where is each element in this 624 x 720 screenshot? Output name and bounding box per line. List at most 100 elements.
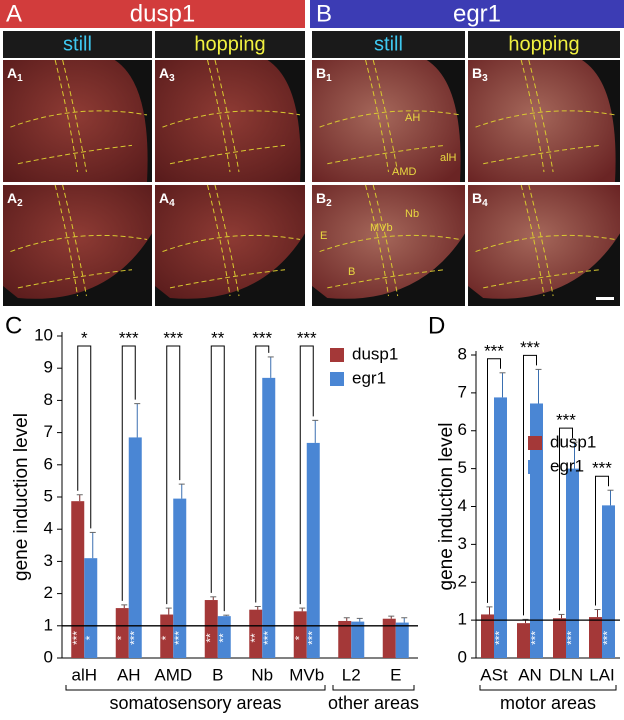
column-label: still [374,33,403,55]
bar-star-label: * [292,635,306,640]
region-outline [475,110,616,165]
bar [338,620,352,658]
image-label-sub: 2 [17,198,23,209]
bar [553,618,566,658]
image-label-main: A [159,65,169,81]
significance-bracket [77,345,92,529]
y-tick-label: 3 [458,534,467,553]
bar [395,622,409,658]
bar-star-label: ** [203,633,217,643]
y-tick-label: 1 [44,615,53,634]
x-tick-label: MVb [289,665,324,684]
panel-letter: D [428,312,445,339]
tissue [155,185,305,299]
bar-star-label: *** [565,631,579,645]
y-tick-label: 3 [44,551,53,570]
image-label-sub: 2 [326,198,332,209]
tissue [3,185,152,299]
bar [217,616,231,658]
x-tick-label: AMD [154,665,192,684]
image-label-sub: 3 [169,73,175,84]
y-tick-label: 0 [44,647,53,666]
significance-bracket [121,345,136,601]
bar [517,623,530,658]
significance-bracket [523,354,537,616]
significance-label: *** [484,341,504,360]
significance-bracket [255,345,270,603]
panel-title: egr1 [453,0,501,27]
significance-label: *** [520,338,540,357]
bar [204,600,218,658]
legend-swatch [330,348,344,362]
y-tick-label: 6 [458,420,467,439]
y-tick-label: 8 [44,390,53,409]
bar [481,614,494,658]
significance-bracket [166,345,181,605]
region-annotation: Nb [405,208,419,220]
image-label-main: B [472,65,482,81]
significance-bracket [559,427,573,611]
image-label-sub: 1 [17,73,23,84]
bar [173,498,187,658]
bar [262,377,276,658]
image-label-sub: 4 [482,198,488,209]
x-tick-label: B [212,665,223,684]
region-outline [520,59,554,173]
bar-star-label: *** [305,631,319,645]
column-header [155,31,305,58]
panel-header [310,0,624,28]
y-tick-label: 5 [44,486,53,505]
significance-bracket [595,475,609,606]
bar-star-label: * [159,635,173,640]
significance-label: *** [252,328,272,347]
image-label-main: A [7,190,17,206]
region-outline [162,234,301,289]
bar-star-label: *** [70,631,84,645]
bar-star-label: *** [601,631,615,645]
image-label: A4 [159,190,175,209]
bar [382,618,396,658]
image-label: A3 [159,65,175,84]
legend-label: dusp1 [550,432,596,451]
significance-label: * [81,328,88,347]
y-tick-label: 10 [34,325,53,344]
region-outline [54,184,87,297]
legend-label: dusp1 [352,344,398,363]
region-annotation: AH [405,112,420,124]
bar [306,442,320,658]
significance-bracket [210,345,225,612]
y-tick-label: 4 [44,519,53,538]
y-tick-label: 0 [458,647,467,666]
significance-label: *** [163,328,183,347]
tissue [312,185,465,299]
region-outline [365,59,399,173]
bar [71,501,85,658]
region-outline [319,110,461,165]
significance-label: *** [297,328,317,347]
column-header [3,31,152,58]
region-outline [475,234,616,289]
column-label: hopping [194,33,265,55]
bar [351,621,365,658]
region-annotation: alH [440,152,457,164]
region-outline [162,110,301,165]
image-label: B2 [316,190,332,209]
bar [115,608,129,658]
region-outline [54,59,87,173]
tissue [3,60,148,182]
group-bracket [332,685,415,691]
bar [494,397,507,658]
bar [566,468,579,658]
image-label-main: A [159,190,169,206]
panel-letter: A [6,0,22,27]
image-label-sub: 1 [326,73,332,84]
x-tick-label: L2 [342,665,361,684]
legend-label: egr1 [550,456,584,475]
region-outline [10,234,148,289]
x-tick-label: AH [117,665,141,684]
bar-star-label: ** [216,633,230,643]
region-outline [207,184,240,297]
region-annotation: MVb [370,222,393,234]
bar-star-label: *** [529,631,543,645]
